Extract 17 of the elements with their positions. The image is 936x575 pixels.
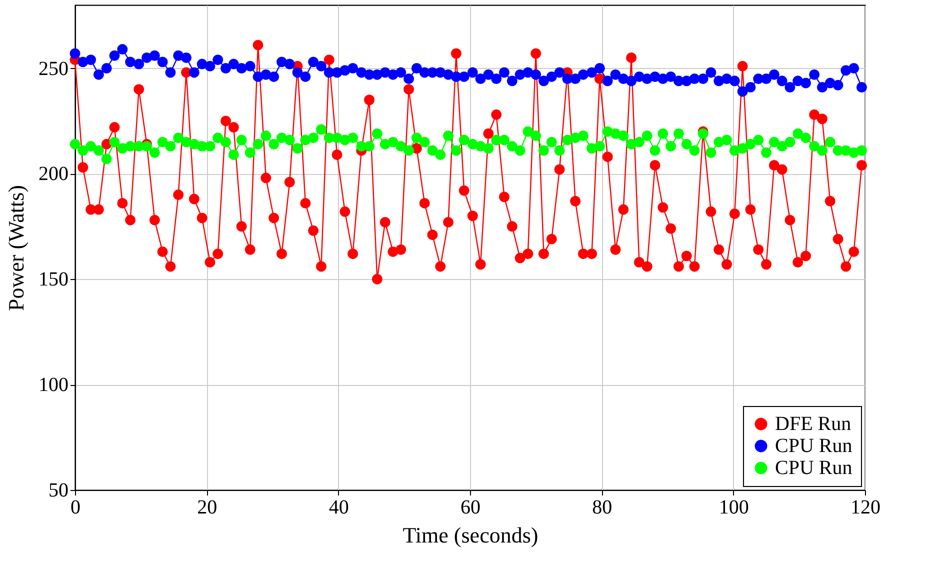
x-tick-label: 0 (70, 496, 80, 518)
y-axis-title: Power (Watts) (4, 185, 28, 311)
y-tick-label: 250 (38, 58, 68, 80)
legend-label: CPU Run (775, 435, 852, 457)
x-tick-label: 100 (718, 496, 749, 518)
y-tick-label: 150 (38, 268, 68, 291)
x-tick-label: 80 (592, 496, 612, 518)
x-axis-title: Time (seconds) (402, 522, 538, 548)
y-tick-label: 200 (38, 163, 68, 186)
legend-label: CPU Run (775, 457, 852, 479)
x-tick-label: 40 (328, 496, 349, 518)
y-tick-label: 100 (38, 374, 68, 396)
legend-label: DFE Run (775, 413, 852, 435)
y-tick-label: 50 (48, 480, 68, 502)
x-tick-label: 120 (850, 496, 880, 518)
x-tick-label: 60 (460, 496, 480, 518)
x-tick-label: 20 (197, 496, 218, 518)
